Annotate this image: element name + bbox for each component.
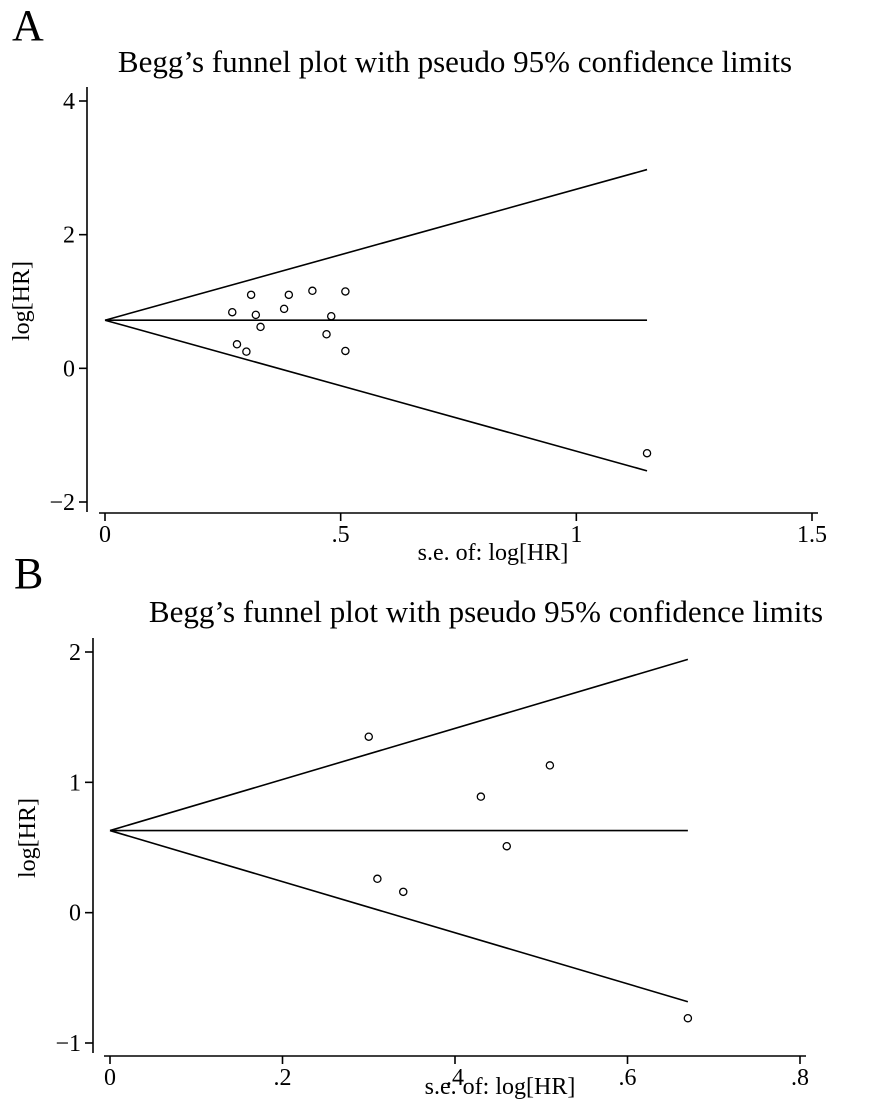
study-point [476,792,486,801]
study-point [279,304,289,314]
chart-panel-a: Begg’s funnel plot with pseudo 95% confi… [9,44,827,566]
chart-title: Begg’s funnel plot with pseudo 95% confi… [118,44,792,79]
study-point [232,340,242,349]
y-tick-label: 1 [69,770,81,796]
x-tick-label: 0 [104,1065,116,1091]
y-tick-label: −2 [49,490,75,516]
y-tick-label: −1 [55,1031,81,1057]
x-axis-label: s.e. of: log[HR] [425,1074,576,1100]
study-point [284,290,294,300]
x-tick-label: .5 [332,522,350,548]
study-point [341,287,350,296]
study-point [308,286,317,296]
panel-label-a: A [12,1,44,50]
x-tick-label: 0 [99,522,111,548]
panel-label-b: B [14,549,44,598]
upper-confidence-limit [104,168,648,321]
study-point [256,322,265,332]
y-tick-label: 2 [63,223,75,249]
study-point [642,448,652,458]
study-point [341,346,350,356]
x-tick-label: .6 [619,1065,637,1091]
study-point [326,311,336,321]
chart-title: Begg’s funnel plot with pseudo 95% confi… [149,594,823,629]
x-axis-label: s.e. of: log[HR] [418,540,569,566]
study-point [683,1013,693,1023]
study-point [373,874,382,884]
study-point [398,887,408,897]
study-point [228,307,237,317]
study-point [251,310,261,320]
study-point [364,732,373,741]
study-point [545,761,555,770]
study-point [246,290,256,300]
lower-confidence-limit [104,319,648,472]
upper-confidence-limit [109,658,689,832]
study-point [502,841,511,851]
study-point [242,347,251,356]
x-tick-label: .2 [274,1065,292,1091]
chart-panel-b: Begg’s funnel plot with pseudo 95% confi… [15,594,823,1100]
y-tick-label: 4 [63,89,75,115]
x-tick-label: .4 [446,1065,464,1091]
lower-confidence-limit [109,829,689,1003]
y-axis-label: log[HR] [15,798,41,878]
x-tick-label: 1 [570,522,582,548]
x-tick-label: .8 [791,1065,809,1091]
y-tick-label: 0 [63,356,75,382]
x-tick-label: 1.5 [797,522,827,548]
study-point [322,329,331,339]
y-tick-label: 0 [69,901,81,927]
y-axis-label: log[HR] [9,261,35,341]
y-tick-label: 2 [69,640,81,666]
